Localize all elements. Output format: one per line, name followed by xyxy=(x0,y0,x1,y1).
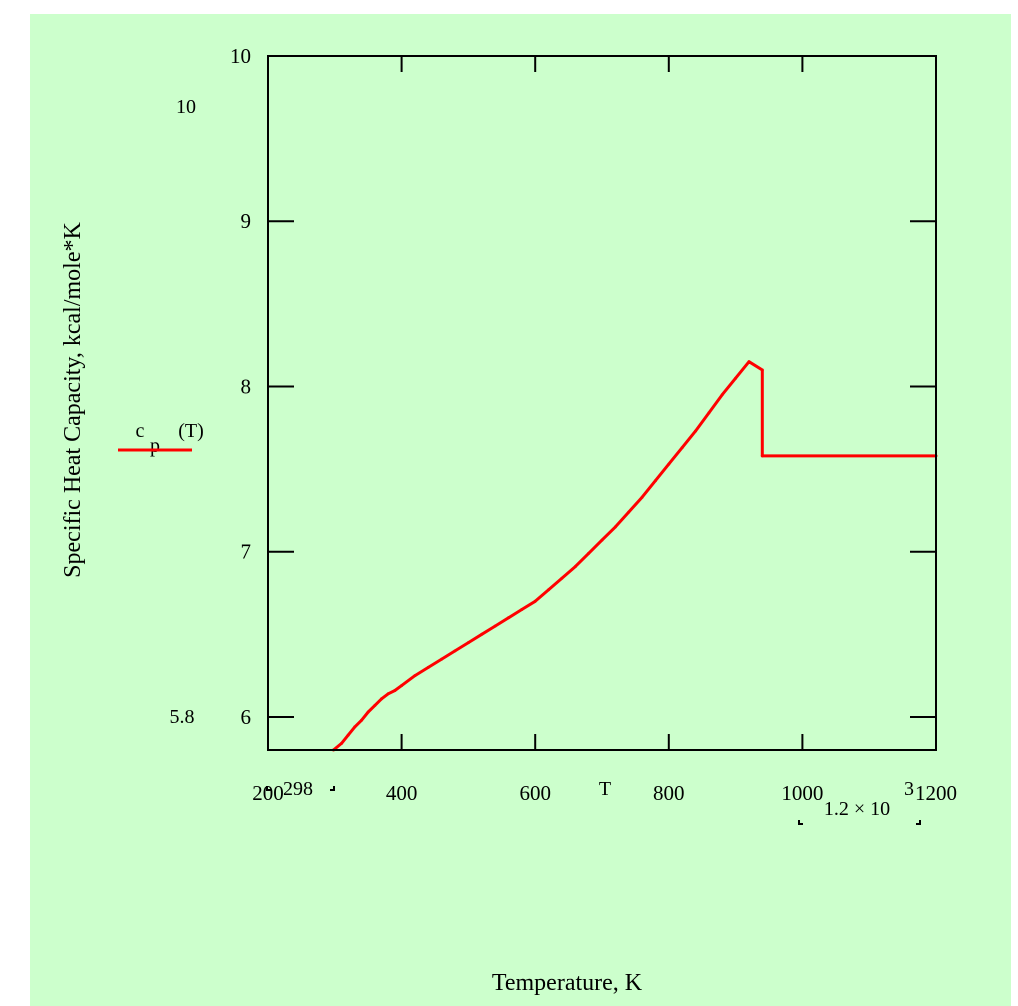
data-point-0-36 xyxy=(747,360,751,364)
data-point-0-1 xyxy=(340,741,343,745)
data-point-0-2 xyxy=(346,733,350,737)
data-point-0-23 xyxy=(573,565,577,569)
data-point-0-6 xyxy=(373,703,377,707)
x-variable-label[interactable]: T xyxy=(599,778,611,800)
data-point-0-9 xyxy=(393,689,397,692)
x-axis-ticks xyxy=(267,56,937,750)
data-point-0-10 xyxy=(400,684,404,688)
y-tick-label-10: 10 xyxy=(230,44,251,68)
data-point-0-25 xyxy=(600,538,604,542)
x-range-max-exponent[interactable]: 3 xyxy=(904,778,914,800)
data-point-0-19 xyxy=(520,608,524,611)
x-range-min-bracket-left xyxy=(266,786,271,791)
data-point-0-14 xyxy=(453,649,457,653)
legend-label-arg: (T) xyxy=(178,420,204,442)
data-point-0-16 xyxy=(480,632,484,636)
y-range-max-label[interactable]: 10 xyxy=(176,96,196,118)
data-point-0-37 xyxy=(760,368,764,372)
data-point-0-31 xyxy=(680,446,684,450)
data-point-0-38 xyxy=(760,454,764,458)
plot-frame xyxy=(267,55,937,751)
x-range-max-bracket-right xyxy=(916,820,921,825)
data-point-0-12 xyxy=(426,665,430,669)
legend-label-sub: p xyxy=(150,435,160,457)
y-tick-label-7: 7 xyxy=(241,540,252,564)
data-point-0-20 xyxy=(533,599,537,603)
data-point-0-35 xyxy=(734,376,738,380)
series-group xyxy=(332,360,938,752)
y-tick-label-8: 8 xyxy=(241,374,252,398)
legend-label-main: c xyxy=(136,420,145,442)
data-point-0-28 xyxy=(640,495,644,499)
x-tick-label-1000: 1000 xyxy=(781,781,823,805)
data-point-0-32 xyxy=(694,429,697,433)
x-axis-tick-labels: 200 400 600 800 1000 1200 xyxy=(252,781,957,805)
y-axis-tick-labels: 6 7 8 9 10 xyxy=(230,44,251,729)
data-point-0-4 xyxy=(360,718,363,722)
data-point-0-18 xyxy=(507,616,510,620)
data-point-0-8 xyxy=(386,692,390,696)
data-point-0-7 xyxy=(380,697,384,701)
x-tick-label-600: 600 xyxy=(519,781,551,805)
x-tick-label-200: 200 xyxy=(252,781,284,805)
x-range-min-label[interactable]: 298 xyxy=(283,778,313,800)
x-axis-title: Temperature, K xyxy=(492,970,643,996)
data-point-0-29 xyxy=(653,479,657,483)
data-point-0-5 xyxy=(366,710,370,714)
data-point-0-30 xyxy=(667,462,671,466)
x-tick-label-1200: 1200 xyxy=(915,781,957,805)
data-point-0-21 xyxy=(547,588,551,592)
data-point-0-33 xyxy=(707,411,711,415)
y-tick-label-9: 9 xyxy=(241,209,252,233)
y-axis-ticks xyxy=(268,55,936,718)
data-point-0-11 xyxy=(413,674,417,678)
data-point-0-24 xyxy=(587,551,591,555)
data-point-0-22 xyxy=(560,576,564,580)
x-tick-label-800: 800 xyxy=(653,781,685,805)
chart-panel xyxy=(30,14,1011,1006)
data-point-0-34 xyxy=(720,393,724,397)
y-axis-title: Specific Heat Capacity, kcal/mole*K xyxy=(60,222,86,578)
x-range-min-bracket-right xyxy=(330,786,335,791)
data-point-0-17 xyxy=(493,624,497,628)
data-point-0-3 xyxy=(353,725,357,729)
y-range-min-label[interactable]: 5.8 xyxy=(170,706,195,728)
data-point-0-13 xyxy=(440,657,444,661)
x-range-max-label[interactable]: 1.2 × 10 xyxy=(824,798,890,820)
data-point-0-27 xyxy=(627,510,631,514)
data-point-0-15 xyxy=(466,641,470,645)
y-tick-label-6: 6 xyxy=(241,705,252,729)
series-line-0 xyxy=(332,360,936,752)
x-range-max-bracket-left xyxy=(798,820,803,825)
x-tick-label-400: 400 xyxy=(386,781,418,805)
data-point-0-26 xyxy=(613,525,617,529)
